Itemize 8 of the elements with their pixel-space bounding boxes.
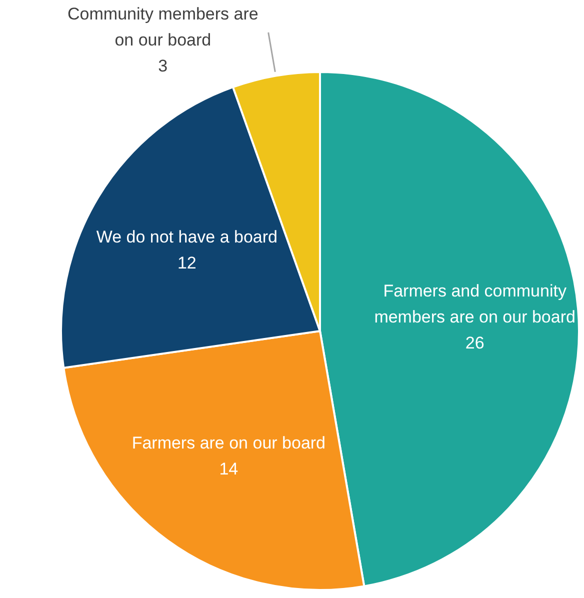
data-label: 14 (219, 459, 238, 478)
slice-label: Community members are on our board (68, 4, 258, 50)
data-label: 12 (177, 253, 196, 272)
slice-label: We do not have a board (96, 227, 278, 246)
slice-label: Farmers are on our board (132, 433, 326, 452)
data-label: 3 (158, 56, 168, 76)
data-label: 26 (465, 333, 484, 352)
slice-label: Farmers and community members are on our board (374, 281, 576, 326)
